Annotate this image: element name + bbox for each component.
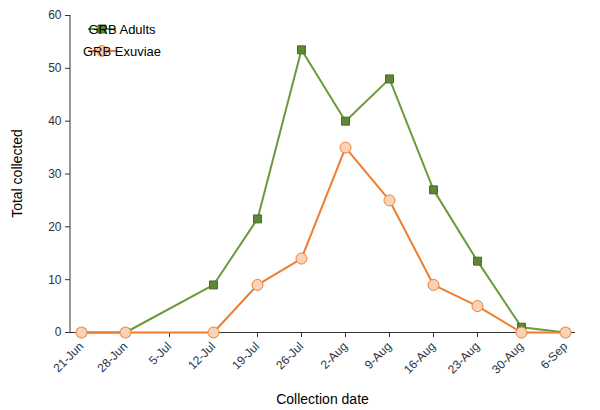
svg-text:19-Jul: 19-Jul bbox=[229, 339, 262, 372]
svg-text:28-Jun: 28-Jun bbox=[94, 339, 130, 375]
svg-text:Total collected: Total collected bbox=[9, 129, 25, 218]
svg-text:16-Aug: 16-Aug bbox=[401, 339, 438, 376]
svg-text:10: 10 bbox=[48, 273, 62, 287]
svg-text:0: 0 bbox=[55, 325, 62, 339]
svg-text:Collection date: Collection date bbox=[276, 391, 369, 407]
svg-text:20: 20 bbox=[48, 220, 62, 234]
svg-text:30-Aug: 30-Aug bbox=[489, 339, 526, 376]
svg-text:6-Sep: 6-Sep bbox=[538, 339, 571, 372]
svg-text:23-Aug: 23-Aug bbox=[445, 339, 482, 376]
svg-text:GRB Exuviae: GRB Exuviae bbox=[83, 44, 161, 59]
svg-text:12-Jul: 12-Jul bbox=[185, 339, 218, 372]
svg-text:40: 40 bbox=[48, 114, 62, 128]
svg-text:26-Jul: 26-Jul bbox=[273, 339, 306, 372]
svg-text:21-Jun: 21-Jun bbox=[50, 339, 86, 375]
svg-text:5-Jul: 5-Jul bbox=[146, 339, 174, 367]
svg-text:2-Aug: 2-Aug bbox=[318, 339, 351, 372]
svg-text:GRB Adults: GRB Adults bbox=[88, 22, 156, 37]
svg-text:30: 30 bbox=[48, 167, 62, 181]
svg-text:60: 60 bbox=[48, 8, 62, 22]
svg-text:9-Aug: 9-Aug bbox=[362, 339, 395, 372]
svg-text:50: 50 bbox=[48, 61, 62, 75]
